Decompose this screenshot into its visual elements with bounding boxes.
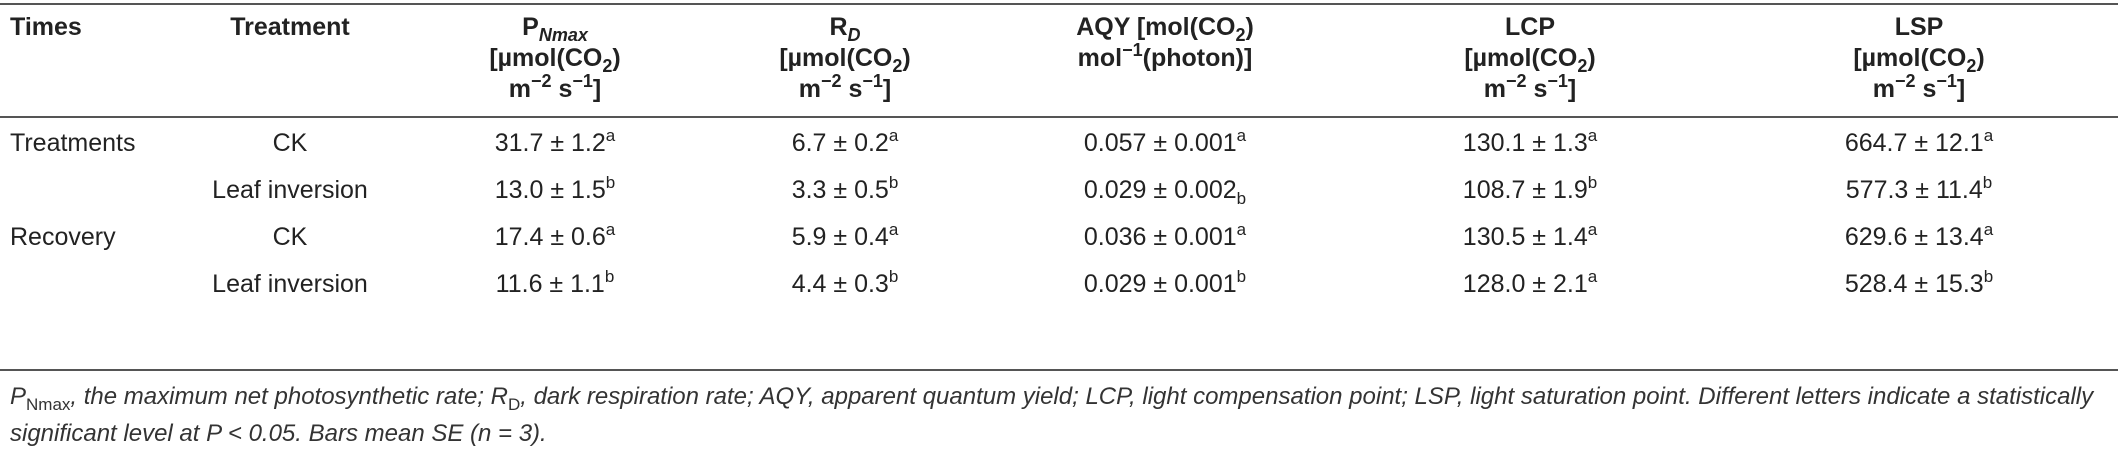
table-footnote: PNmax, the maximum net photosynthetic ra… xyxy=(10,383,2094,447)
cell-aqy: 0.036 ± 0.001a xyxy=(1083,220,1247,251)
col-header-rd: RD [µmol(CO2) m−2 s−1] xyxy=(779,13,911,103)
cell-time: Recovery xyxy=(10,223,116,251)
cell-lcp: 130.1 ± 1.3a xyxy=(1462,126,1598,157)
cell-treatment: Leaf inversion xyxy=(212,270,368,298)
cell-time xyxy=(0,167,170,214)
cell-pnmax: 31.7 ± 1.2a xyxy=(494,126,616,157)
cell-treatment: CK xyxy=(272,223,308,251)
cell-time xyxy=(0,261,170,308)
col-header-lsp: LSP [µmol(CO2) m−2 s−1] xyxy=(1853,13,1985,103)
cell-pnmax: 13.0 ± 1.5b xyxy=(494,173,616,204)
cell-rd: 6.7 ± 0.2a xyxy=(791,126,899,157)
cell-aqy: 0.029 ± 0.002b xyxy=(1083,176,1247,208)
table-row: Leaf inversion 13.0 ± 1.5b 3.3 ± 0.5b 0.… xyxy=(0,167,2118,214)
table-row: Recovery CK 17.4 ± 0.6a 5.9 ± 0.4a 0.036… xyxy=(0,214,2118,261)
cell-lsp: 577.3 ± 11.4b xyxy=(1845,173,1993,204)
cell-lsp: 664.7 ± 12.1a xyxy=(1844,126,1994,157)
cell-aqy: 0.029 ± 0.001b xyxy=(1083,267,1247,298)
photosynthesis-table: Times Treatment PNmax [µmol(CO2) m−2 s−1… xyxy=(0,0,2118,308)
cell-rd: 4.4 ± 0.3b xyxy=(791,267,899,298)
cell-time: Treatments xyxy=(10,129,136,157)
cell-lsp: 629.6 ± 13.4a xyxy=(1844,220,1994,251)
table-row: Treatments CK 31.7 ± 1.2a 6.7 ± 0.2a 0.0… xyxy=(0,114,2118,167)
header-row: Times Treatment PNmax [µmol(CO2) m−2 s−1… xyxy=(0,0,2118,114)
cell-rd: 3.3 ± 0.5b xyxy=(791,173,899,204)
cell-treatment: CK xyxy=(272,129,308,157)
header-rule xyxy=(0,116,2118,118)
cell-lcp: 130.5 ± 1.4a xyxy=(1462,220,1598,251)
table-row: Leaf inversion 11.6 ± 1.1b 4.4 ± 0.3b 0.… xyxy=(0,261,2118,308)
cell-pnmax: 17.4 ± 0.6a xyxy=(494,220,616,251)
cell-lsp: 528.4 ± 15.3b xyxy=(1844,267,1994,298)
col-header-aqy: AQY [mol(CO2) mol−1(photon)] xyxy=(1076,13,1254,72)
bottom-rule xyxy=(0,369,2118,371)
cell-pnmax: 11.6 ± 1.1b xyxy=(495,267,615,298)
col-header-lcp: LCP [µmol(CO2) m−2 s−1] xyxy=(1464,13,1596,103)
col-header-treatment: Treatment xyxy=(230,13,350,41)
col-header-pnmax: PNmax [µmol(CO2) m−2 s−1] xyxy=(489,13,621,103)
cell-lcp: 128.0 ± 2.1a xyxy=(1462,267,1598,298)
cell-rd: 5.9 ± 0.4a xyxy=(791,220,899,251)
cell-lcp: 108.7 ± 1.9b xyxy=(1462,173,1598,204)
cell-aqy: 0.057 ± 0.001a xyxy=(1083,126,1247,157)
top-rule xyxy=(0,3,2118,5)
cell-treatment: Leaf inversion xyxy=(212,176,368,204)
col-header-times: Times xyxy=(10,13,82,41)
